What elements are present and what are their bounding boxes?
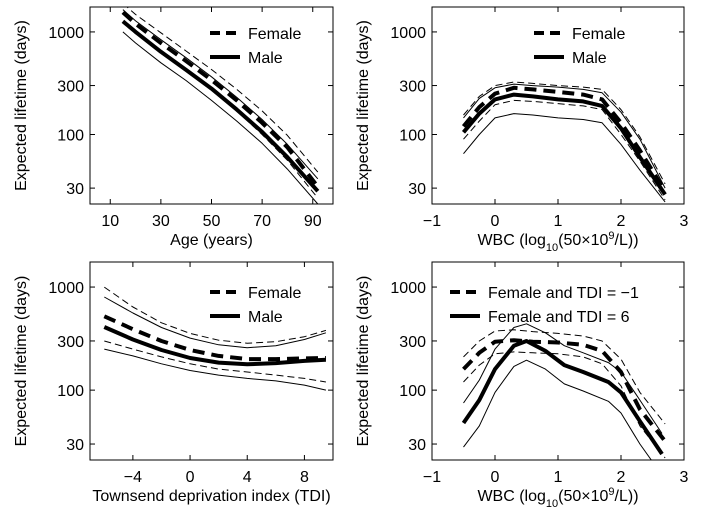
series-group xyxy=(121,7,320,204)
x-tick-label: 70 xyxy=(253,213,271,230)
axes-frame xyxy=(89,261,334,461)
y-tick-label: 300 xyxy=(57,334,84,351)
confidence-band-line-2 xyxy=(463,329,666,425)
legend-label: Male xyxy=(248,50,283,67)
legend: Female and TDI = −1 Female and TDI = 6 xyxy=(450,285,639,326)
y-tick-label: 300 xyxy=(57,79,84,96)
y-tick-label: 100 xyxy=(399,383,426,400)
legend-label: Female xyxy=(572,26,625,43)
y-tick-label: 30 xyxy=(408,181,426,198)
x-tick-label: 3 xyxy=(680,213,689,230)
y-tick-label: 1000 xyxy=(48,25,84,42)
y-axis-label: Expected lifetime (days) xyxy=(13,276,30,447)
x-tick-label: 0 xyxy=(491,213,500,230)
confidence-band-line-5 xyxy=(104,348,327,391)
confidence-band-line-4 xyxy=(463,323,663,434)
axes-frame xyxy=(431,6,685,205)
legend: Female Male xyxy=(534,26,625,67)
x-tick-label: 50 xyxy=(203,213,221,230)
x-tick-label: 8 xyxy=(300,469,309,486)
series-line-female-and-tdi-1 xyxy=(462,338,667,443)
y-tick-label: 1000 xyxy=(48,280,84,297)
legend-label: Male xyxy=(572,50,607,67)
y-axis-label: Expected lifetime (days) xyxy=(355,276,372,447)
legend-label: Female xyxy=(248,26,301,43)
legend-label: Male xyxy=(248,309,283,326)
x-tick-label: −4 xyxy=(124,469,142,486)
x-tick-label: −1 xyxy=(423,469,441,486)
y-tick-label: 300 xyxy=(399,79,426,96)
y-tick-label: 100 xyxy=(399,127,426,144)
x-axis-label: WBC (log10(50×109/L)) xyxy=(477,230,638,254)
y-tick-label: 1000 xyxy=(390,25,426,42)
confidence-band-line-2 xyxy=(104,286,327,344)
confidence-band-line-3 xyxy=(104,340,326,383)
series-line-female-and-tdi-6 xyxy=(461,339,664,456)
confidence-band-line-3 xyxy=(463,351,666,459)
confidence-band-line-5 xyxy=(463,359,652,460)
series-group xyxy=(103,286,327,391)
chart-panel-3: 30 100 300 1000 −4 0 4 8 Townsend deprivation in… xyxy=(13,261,334,505)
x-axis-label: WBC (log10(50×109/L)) xyxy=(477,486,638,510)
x-tick-label: 2 xyxy=(617,469,626,486)
series-line-female xyxy=(103,314,326,362)
x-tick-label: 2 xyxy=(617,213,626,230)
chart-panel-4: 30 100 300 1000 −1 0 1 2 3 WBC (log10(50×109/L)) E… xyxy=(355,261,689,510)
y-tick-label: 100 xyxy=(57,383,84,400)
y-tick-label: 30 xyxy=(66,181,84,198)
legend-label: Female and TDI = 6 xyxy=(488,309,630,326)
series-line-female xyxy=(121,10,320,188)
legend-label: Female and TDI = −1 xyxy=(488,285,639,302)
confidence-band-line-4 xyxy=(463,83,666,189)
x-tick-label: 3 xyxy=(680,469,689,486)
series-group xyxy=(461,81,667,203)
confidence-band-line-5 xyxy=(122,31,319,204)
y-tick-label: 1000 xyxy=(390,280,426,297)
confidence-band-line-5 xyxy=(463,113,666,203)
confidence-band-line-2 xyxy=(463,81,666,185)
series-line-male xyxy=(121,19,320,193)
x-tick-label: 10 xyxy=(101,213,119,230)
chart-panel-2: 30 100 300 1000 −1 0 1 2 3 WBC (log10(50×109/L)) E… xyxy=(355,6,689,254)
y-tick-label: 30 xyxy=(408,437,426,454)
x-axis-label: Townsend deprivation index (TDI) xyxy=(92,488,330,505)
legend: Female Male xyxy=(210,285,301,326)
legend-label: Female xyxy=(248,285,301,302)
series-line-male xyxy=(461,92,667,196)
x-tick-label: 0 xyxy=(186,469,195,486)
x-tick-label: 4 xyxy=(243,469,252,486)
confidence-band-line-2 xyxy=(126,7,319,173)
x-tick-label: −1 xyxy=(423,213,441,230)
y-tick-label: 100 xyxy=(57,127,84,144)
y-tick-label: 30 xyxy=(66,437,84,454)
confidence-band-line-3 xyxy=(122,21,319,199)
x-axis-label: Age (years) xyxy=(170,232,253,249)
confidence-band-line-4 xyxy=(104,296,327,349)
x-tick-label: 0 xyxy=(491,469,500,486)
confidence-band-line-3 xyxy=(463,99,666,201)
y-axis-label: Expected lifetime (days) xyxy=(355,20,372,191)
x-tick-label: 30 xyxy=(152,213,170,230)
y-axis-label: Expected lifetime (days) xyxy=(13,20,30,191)
confidence-band-line-4 xyxy=(122,9,319,180)
series-line-female xyxy=(461,85,667,193)
x-tick-label: 90 xyxy=(304,213,322,230)
legend: Female Male xyxy=(210,26,301,67)
x-tick-label: 1 xyxy=(554,469,563,486)
x-tick-label: 1 xyxy=(554,213,563,230)
y-tick-label: 300 xyxy=(399,334,426,351)
series-group xyxy=(461,323,667,460)
chart-panel-1: 30 100 300 1000 10 30 50 70 90 Age (years) Expecte… xyxy=(13,6,334,249)
series-line-male xyxy=(103,325,327,367)
